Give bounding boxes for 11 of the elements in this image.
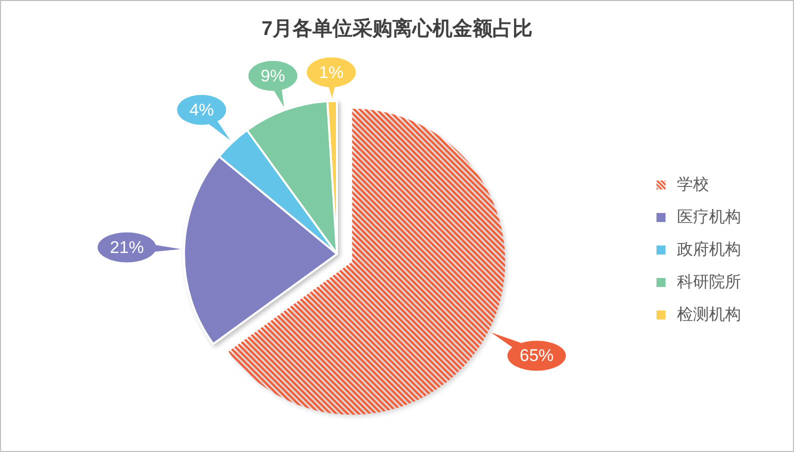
- legend-label: 政府机构: [677, 240, 741, 258]
- legend-label: 医疗机构: [677, 208, 741, 226]
- data-label: 4%: [189, 100, 214, 120]
- data-label: 21%: [110, 238, 144, 257]
- chart-title: 7月各单位采购离心机金额占比: [261, 17, 533, 40]
- data-label: 65%: [520, 346, 554, 366]
- legend-label: 科研院所: [677, 273, 741, 291]
- data-label: 1%: [319, 62, 344, 82]
- data-label: 9%: [260, 66, 286, 86]
- legend-label: 检测机构: [677, 306, 741, 324]
- legend-label: 学校: [677, 176, 709, 194]
